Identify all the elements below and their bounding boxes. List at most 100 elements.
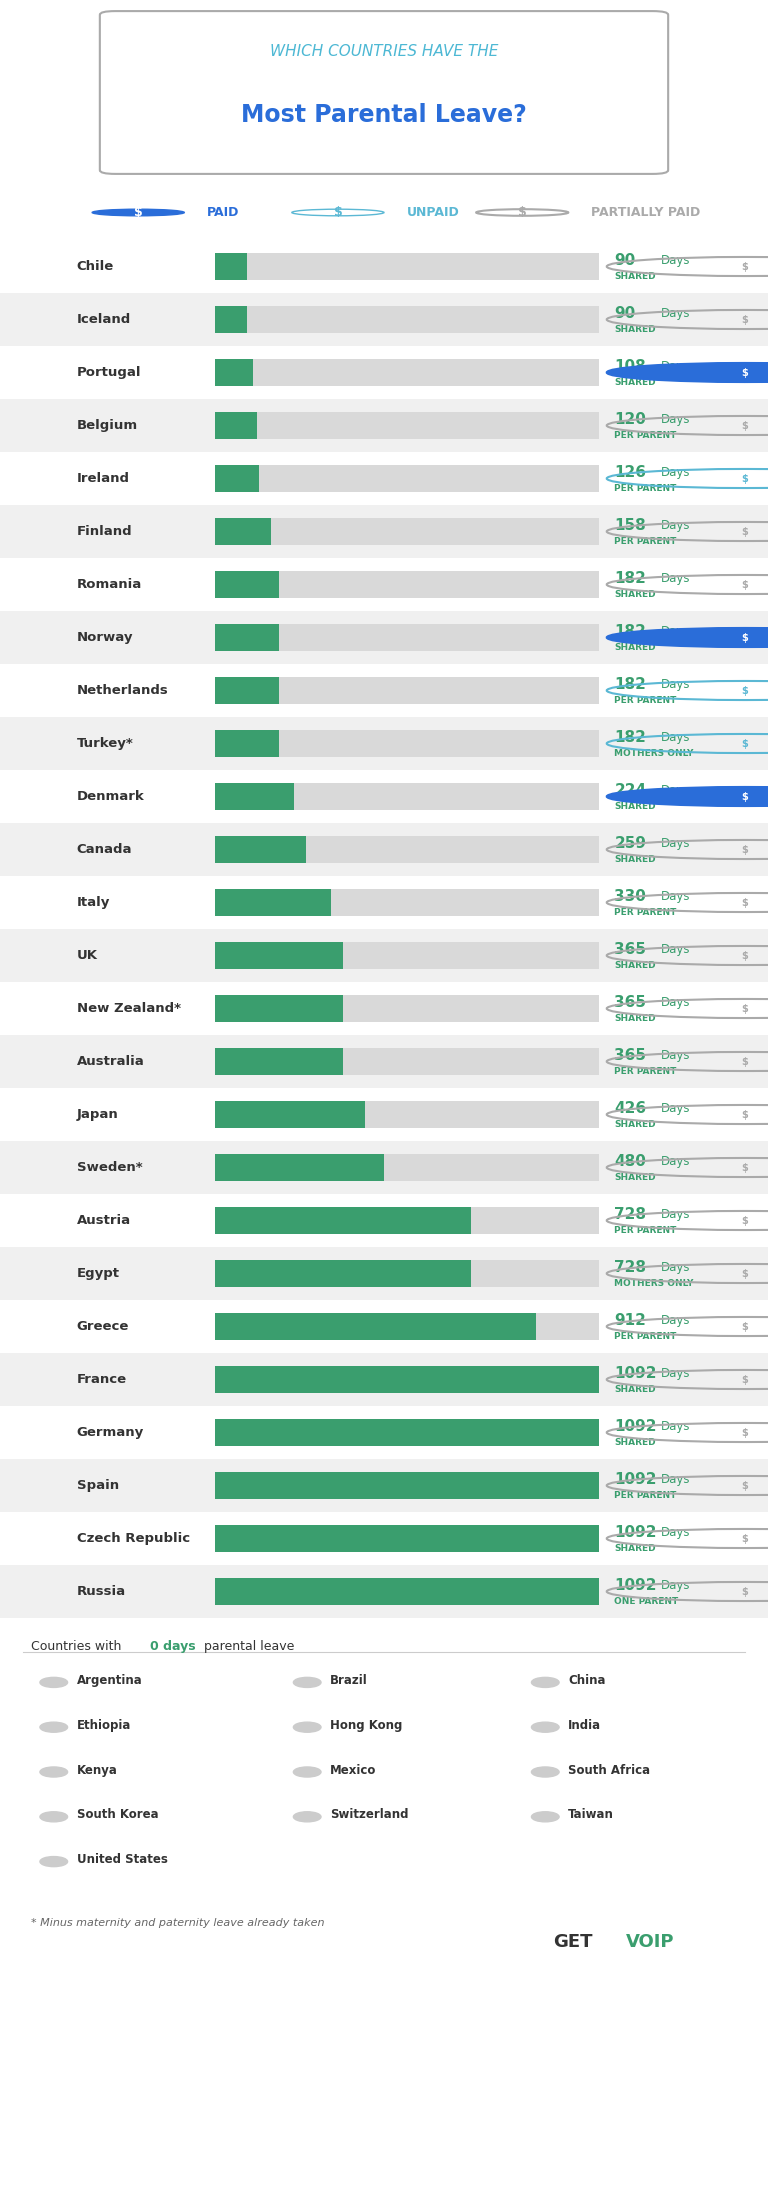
Bar bbox=[215, 942, 599, 970]
Bar bbox=[215, 358, 253, 387]
Bar bbox=[215, 1418, 599, 1446]
Text: 1092: 1092 bbox=[614, 1578, 657, 1593]
Bar bbox=[215, 253, 247, 280]
Text: Days: Days bbox=[660, 361, 690, 374]
Text: $: $ bbox=[134, 205, 143, 218]
Text: $: $ bbox=[742, 1110, 748, 1119]
Bar bbox=[0, 240, 768, 293]
Text: Kenya: Kenya bbox=[77, 1763, 118, 1776]
Text: $: $ bbox=[742, 367, 748, 378]
Text: Norway: Norway bbox=[77, 631, 134, 645]
Text: SHARED: SHARED bbox=[614, 590, 656, 599]
Text: $: $ bbox=[742, 1215, 748, 1226]
Text: 1092: 1092 bbox=[614, 1418, 657, 1433]
Bar bbox=[0, 876, 768, 929]
Text: Taiwan: Taiwan bbox=[568, 1809, 614, 1822]
Text: $: $ bbox=[742, 631, 748, 642]
Text: Turkey*: Turkey* bbox=[77, 736, 134, 749]
Text: Brazil: Brazil bbox=[330, 1674, 368, 1687]
Text: Days: Days bbox=[660, 1154, 690, 1167]
Text: Romania: Romania bbox=[77, 579, 142, 590]
Text: $: $ bbox=[742, 1269, 748, 1278]
Text: UNPAID: UNPAID bbox=[407, 205, 460, 218]
Text: PER PARENT: PER PARENT bbox=[614, 538, 677, 546]
Circle shape bbox=[531, 1722, 559, 1733]
Text: VOIP: VOIP bbox=[626, 1934, 674, 1951]
Text: 728: 728 bbox=[614, 1206, 647, 1221]
Text: $: $ bbox=[742, 262, 748, 271]
Text: $: $ bbox=[742, 843, 748, 854]
Text: Days: Days bbox=[660, 784, 690, 798]
Bar bbox=[215, 994, 343, 1023]
Text: 365: 365 bbox=[614, 1047, 647, 1062]
Text: SHARED: SHARED bbox=[614, 1543, 656, 1554]
Circle shape bbox=[40, 1678, 68, 1687]
Text: Days: Days bbox=[660, 572, 690, 586]
Text: Denmark: Denmark bbox=[77, 791, 144, 804]
Text: Greece: Greece bbox=[77, 1320, 129, 1333]
Bar bbox=[215, 570, 279, 599]
Text: 0 days: 0 days bbox=[150, 1641, 195, 1654]
Bar bbox=[0, 929, 768, 981]
Bar bbox=[215, 253, 599, 280]
Text: 426: 426 bbox=[614, 1101, 647, 1117]
Text: Spain: Spain bbox=[77, 1479, 119, 1492]
Text: New Zealand*: New Zealand* bbox=[77, 1003, 180, 1016]
Text: Most Parental Leave?: Most Parental Leave? bbox=[241, 103, 527, 127]
Text: PER PARENT: PER PARENT bbox=[614, 1490, 677, 1499]
Text: PAID: PAID bbox=[207, 205, 240, 218]
Bar bbox=[215, 1473, 599, 1499]
Text: * Minus maternity and paternity leave already taken: * Minus maternity and paternity leave al… bbox=[31, 1918, 324, 1927]
Bar bbox=[215, 1366, 599, 1394]
Bar bbox=[0, 769, 768, 824]
Text: Days: Days bbox=[660, 625, 690, 638]
Bar bbox=[0, 1088, 768, 1141]
Text: Days: Days bbox=[660, 253, 690, 267]
Bar bbox=[215, 730, 279, 758]
Text: Canada: Canada bbox=[77, 843, 132, 857]
Text: 259: 259 bbox=[614, 835, 647, 850]
Bar bbox=[0, 452, 768, 505]
Bar bbox=[215, 1578, 599, 1606]
Text: 182: 182 bbox=[614, 570, 647, 586]
Bar bbox=[215, 1206, 599, 1235]
Text: 224: 224 bbox=[614, 782, 647, 798]
Bar bbox=[0, 1300, 768, 1353]
Bar bbox=[0, 1512, 768, 1564]
Text: Netherlands: Netherlands bbox=[77, 684, 168, 697]
Text: Switzerland: Switzerland bbox=[330, 1809, 409, 1822]
Text: PER PARENT: PER PARENT bbox=[614, 907, 677, 916]
Text: $: $ bbox=[742, 1586, 748, 1597]
Bar bbox=[215, 465, 260, 492]
Text: Japan: Japan bbox=[77, 1108, 118, 1121]
Text: MOTHERS ONLY: MOTHERS ONLY bbox=[614, 749, 694, 758]
Text: Austria: Austria bbox=[77, 1215, 131, 1228]
Text: SHARED: SHARED bbox=[614, 1173, 656, 1182]
Bar bbox=[215, 518, 599, 546]
Text: Days: Days bbox=[660, 518, 690, 531]
Bar bbox=[215, 1154, 599, 1182]
Text: Days: Days bbox=[660, 677, 690, 690]
FancyBboxPatch shape bbox=[100, 11, 668, 175]
Text: Days: Days bbox=[660, 1049, 690, 1062]
Bar bbox=[0, 557, 768, 612]
Text: Belgium: Belgium bbox=[77, 420, 138, 433]
Bar bbox=[0, 1248, 768, 1300]
Text: Days: Days bbox=[660, 1525, 690, 1538]
Circle shape bbox=[607, 787, 768, 806]
Text: Countries with: Countries with bbox=[31, 1641, 125, 1654]
Text: parental leave: parental leave bbox=[204, 1641, 294, 1654]
Text: $: $ bbox=[742, 898, 748, 907]
Bar bbox=[0, 345, 768, 400]
Text: SHARED: SHARED bbox=[614, 1119, 656, 1127]
Text: PER PARENT: PER PARENT bbox=[614, 1066, 677, 1075]
Text: $: $ bbox=[742, 1322, 748, 1331]
Bar bbox=[215, 1261, 599, 1287]
Text: $: $ bbox=[742, 1003, 748, 1014]
Bar bbox=[215, 1418, 599, 1446]
Text: Ethiopia: Ethiopia bbox=[77, 1720, 131, 1733]
Bar bbox=[215, 306, 247, 334]
Text: Days: Days bbox=[660, 837, 690, 850]
Text: Portugal: Portugal bbox=[77, 367, 141, 378]
Text: $: $ bbox=[742, 1374, 748, 1385]
